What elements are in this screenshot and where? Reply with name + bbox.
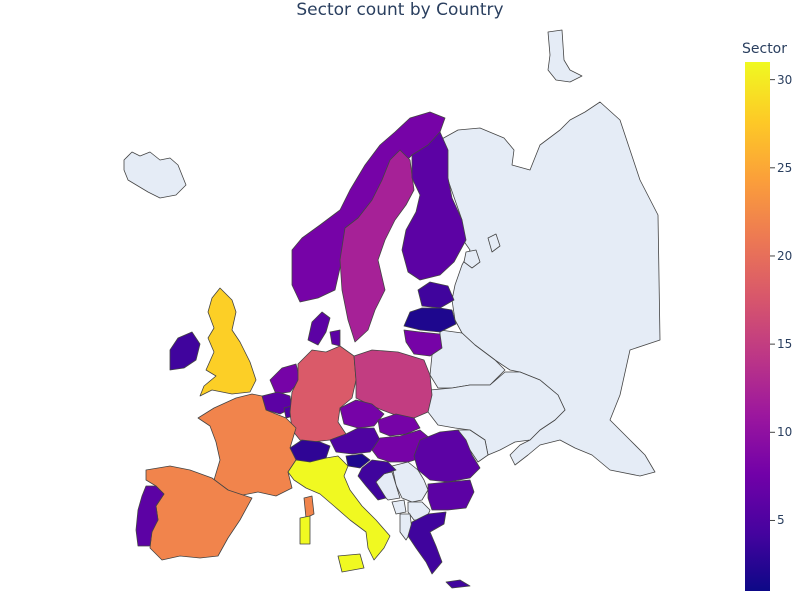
country-ireland [169,331,201,371]
country-iceland [123,151,187,199]
country-estonia [417,281,455,309]
country-latvia [403,307,457,333]
country-italy [287,455,391,573]
country-greece [407,511,471,589]
country-romania [413,429,481,483]
chart-title: Sector count by Country [296,0,504,20]
colorbar-tick-label: 5 [777,513,785,528]
country-denmark [307,311,341,347]
colorbar-tick-label: 30 [777,72,793,87]
country-montenegro [391,499,407,515]
country-lithuania [403,329,443,357]
country-poland [353,349,433,419]
country-slovakia [377,413,421,437]
colorbar-tick-label: 25 [777,160,793,175]
colorbar-tick-label: 10 [777,425,793,440]
country-novaya-zemlya [547,29,583,83]
country-france [197,393,315,519]
country-ukraine [427,371,566,456]
country-bulgaria [427,479,475,511]
colorbar [745,62,770,591]
country-sweden [339,149,415,343]
country-portugal [135,485,165,547]
colorbar-tick-label: 15 [777,337,793,352]
country-united-kingdom [199,287,257,397]
colorbar-title: Sector [742,41,788,57]
country-svalbard-lakes [463,233,501,269]
country-finland [401,131,467,281]
country-slovenia [345,453,371,469]
colorbar-tick-label: 20 [777,248,793,263]
country-croatia [357,459,397,501]
country-germany [289,345,357,443]
country-serbia [391,461,429,503]
